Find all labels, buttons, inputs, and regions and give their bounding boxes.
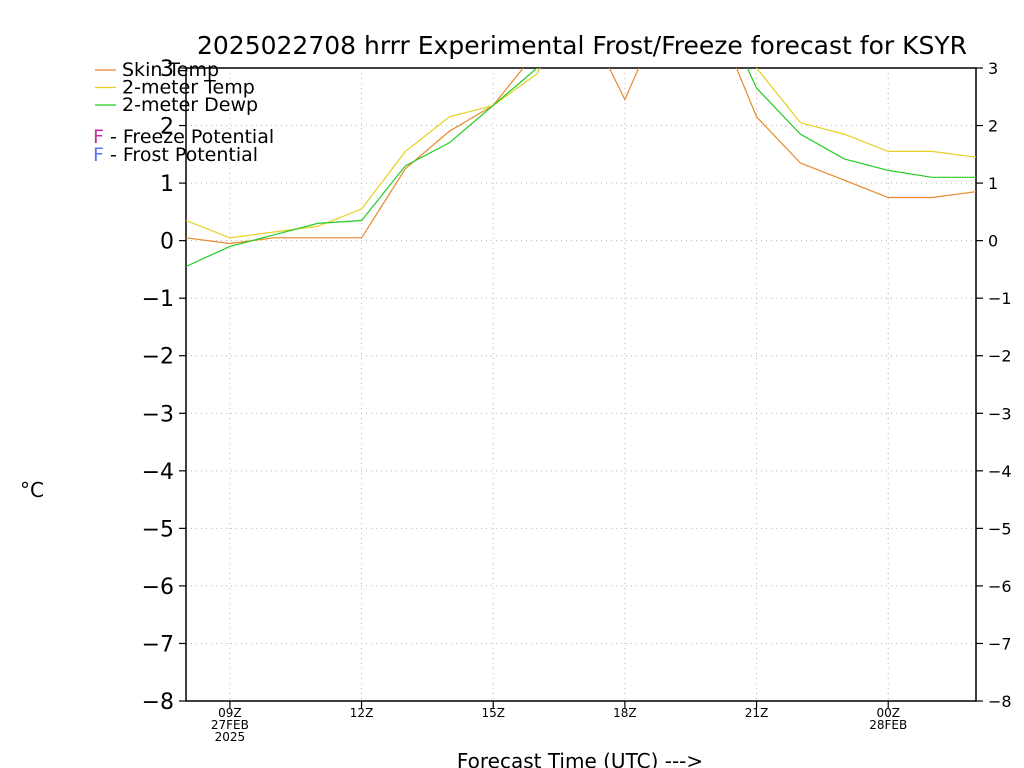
x-tick-label: 18Z — [613, 706, 637, 720]
y-axis-label: °C — [20, 478, 44, 502]
y-tick-label-right: 1 — [988, 174, 998, 193]
y-tick-label-left: −4 — [142, 460, 174, 485]
y-tick-label-right: −2 — [988, 347, 1012, 366]
y-tick-label-left: −8 — [142, 690, 174, 715]
legend-label: 2-meter Temp — [122, 77, 255, 99]
grid-lines — [186, 68, 976, 701]
legend-potential-label: - Freeze Potential — [104, 126, 274, 148]
x-tick-label: 09Z — [218, 706, 242, 720]
x-tick-label: 28FEB — [869, 718, 907, 732]
y-tick-label-left: 2 — [160, 115, 174, 140]
y-tick-label-right: −3 — [988, 404, 1012, 423]
legend-potential-label: - Frost Potential — [104, 144, 258, 166]
axis-ticks: 3 3 2 2 1 1 0 0 −1 −1 −2 −2 −3 −3 −4 −4 −5 −5 −6 −6 −7 −7 −8 −8… — [142, 57, 1012, 744]
chart-title: 2025022708 hrrr Experimental Frost/Freez… — [197, 31, 967, 60]
x-tick-label: 2025 — [215, 730, 246, 744]
x-tick-label: 12Z — [350, 706, 374, 720]
legend-label: 2-meter Dewp — [122, 94, 258, 116]
y-tick-label-right: 0 — [988, 232, 998, 251]
legend-potential-letter: F — [93, 144, 104, 166]
y-tick-label-left: −3 — [142, 402, 174, 427]
y-tick-label-right: −1 — [988, 289, 1012, 308]
y-tick-label-right: −6 — [988, 577, 1012, 596]
y-tick-label-left: 1 — [160, 172, 174, 197]
y-tick-label-right: −7 — [988, 634, 1012, 653]
x-tick-label: 00Z — [876, 706, 900, 720]
y-tick-label-left: −7 — [142, 632, 174, 657]
y-tick-label-left: 0 — [160, 230, 174, 255]
y-tick-label-right: −8 — [988, 692, 1012, 711]
x-tick-label: 21Z — [745, 706, 769, 720]
x-tick-label: 27FEB — [211, 718, 249, 732]
y-tick-label-left: −1 — [142, 287, 174, 312]
legend-potential: F - Freeze Potential — [93, 126, 274, 148]
legend-label: Skin Temp — [122, 59, 219, 81]
x-axis-label: Forecast Time (UTC) ---> — [457, 749, 703, 768]
series-line-2-meter-temp — [186, 68, 976, 239]
legend-potential: F - Frost Potential — [93, 144, 258, 166]
y-tick-label-left: −2 — [142, 345, 174, 370]
y-tick-label-right: −5 — [988, 519, 1012, 538]
plot-frame — [185, 67, 977, 702]
y-tick-label-right: 3 — [988, 59, 998, 78]
y-tick-label-right: −4 — [988, 462, 1012, 481]
legend-potential-letter: F — [93, 126, 104, 148]
series-line-2-meter-dewp — [186, 68, 976, 268]
y-tick-label-left: −6 — [142, 575, 174, 600]
series-lines — [186, 68, 976, 268]
x-tick-label: 15Z — [481, 706, 505, 720]
series-line-skin-temp — [186, 68, 976, 245]
y-tick-label-left: −5 — [142, 517, 174, 542]
y-tick-label-right: 2 — [988, 117, 998, 136]
y-tick-label-left: 3 — [160, 57, 174, 82]
